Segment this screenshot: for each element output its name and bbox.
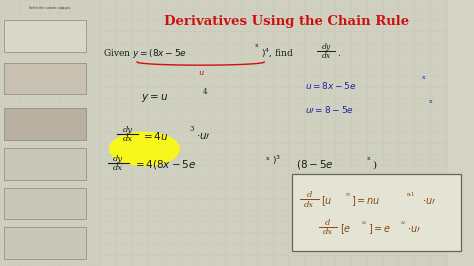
Text: dy: dy	[113, 155, 123, 163]
Text: $\cdot u\prime$: $\cdot u\prime$	[196, 131, 210, 141]
FancyBboxPatch shape	[4, 63, 86, 94]
Text: x: x	[255, 43, 258, 48]
Text: Select the custom cadp.pro: Select the custom cadp.pro	[29, 6, 71, 10]
Text: dy: dy	[321, 43, 331, 51]
Text: $] = nu$: $] = nu$	[351, 194, 381, 208]
Text: u: u	[362, 221, 365, 225]
FancyBboxPatch shape	[4, 148, 86, 180]
Text: $= 4(8x-5e$: $= 4(8x-5e$	[133, 159, 197, 171]
FancyBboxPatch shape	[4, 108, 86, 140]
Text: $)^4$, find: $)^4$, find	[261, 47, 294, 60]
Text: $(8-5e$: $(8-5e$	[296, 159, 334, 171]
Text: $u\prime = 8 - 5e$: $u\prime = 8 - 5e$	[306, 103, 355, 115]
Text: x: x	[421, 75, 425, 80]
Text: dx: dx	[323, 228, 333, 236]
Text: $y = u$: $y = u$	[141, 92, 168, 105]
FancyBboxPatch shape	[4, 188, 86, 219]
Text: $] = e$: $] = e$	[368, 222, 391, 236]
Text: $)^3$: $)^3$	[272, 153, 281, 167]
Text: dx: dx	[304, 201, 314, 209]
Text: Derivatives Using the Chain Rule: Derivatives Using the Chain Rule	[164, 15, 410, 28]
Text: 3: 3	[190, 125, 194, 133]
Text: .: .	[338, 48, 341, 58]
Text: $= 4u$: $= 4u$	[141, 130, 169, 142]
Text: ): )	[372, 160, 376, 169]
Text: u: u	[198, 69, 203, 77]
Text: n: n	[346, 193, 350, 197]
Text: $[e$: $[e$	[340, 222, 351, 236]
Text: dx: dx	[123, 135, 133, 143]
Text: $[u$: $[u$	[321, 194, 333, 208]
Text: d: d	[325, 219, 331, 227]
Ellipse shape	[109, 132, 180, 166]
Text: $\cdot u\prime$: $\cdot u\prime$	[407, 224, 420, 234]
Text: n-1: n-1	[407, 193, 415, 197]
Text: 4: 4	[202, 88, 207, 96]
Text: x: x	[367, 156, 371, 161]
FancyBboxPatch shape	[292, 174, 461, 251]
Text: d: d	[307, 191, 312, 199]
Text: $\cdot u\prime$: $\cdot u\prime$	[421, 196, 436, 206]
Text: u: u	[401, 221, 405, 225]
Text: dy: dy	[123, 126, 133, 134]
Text: Given $y=(8x-5e$: Given $y=(8x-5e$	[103, 47, 187, 60]
Text: x: x	[429, 99, 433, 104]
Text: $u = 8x - 5e$: $u = 8x - 5e$	[306, 80, 357, 91]
Text: x: x	[266, 156, 270, 161]
Text: dx: dx	[113, 164, 123, 172]
FancyBboxPatch shape	[4, 20, 86, 52]
FancyBboxPatch shape	[448, 0, 474, 266]
FancyBboxPatch shape	[4, 227, 86, 259]
Text: dx: dx	[321, 52, 331, 60]
